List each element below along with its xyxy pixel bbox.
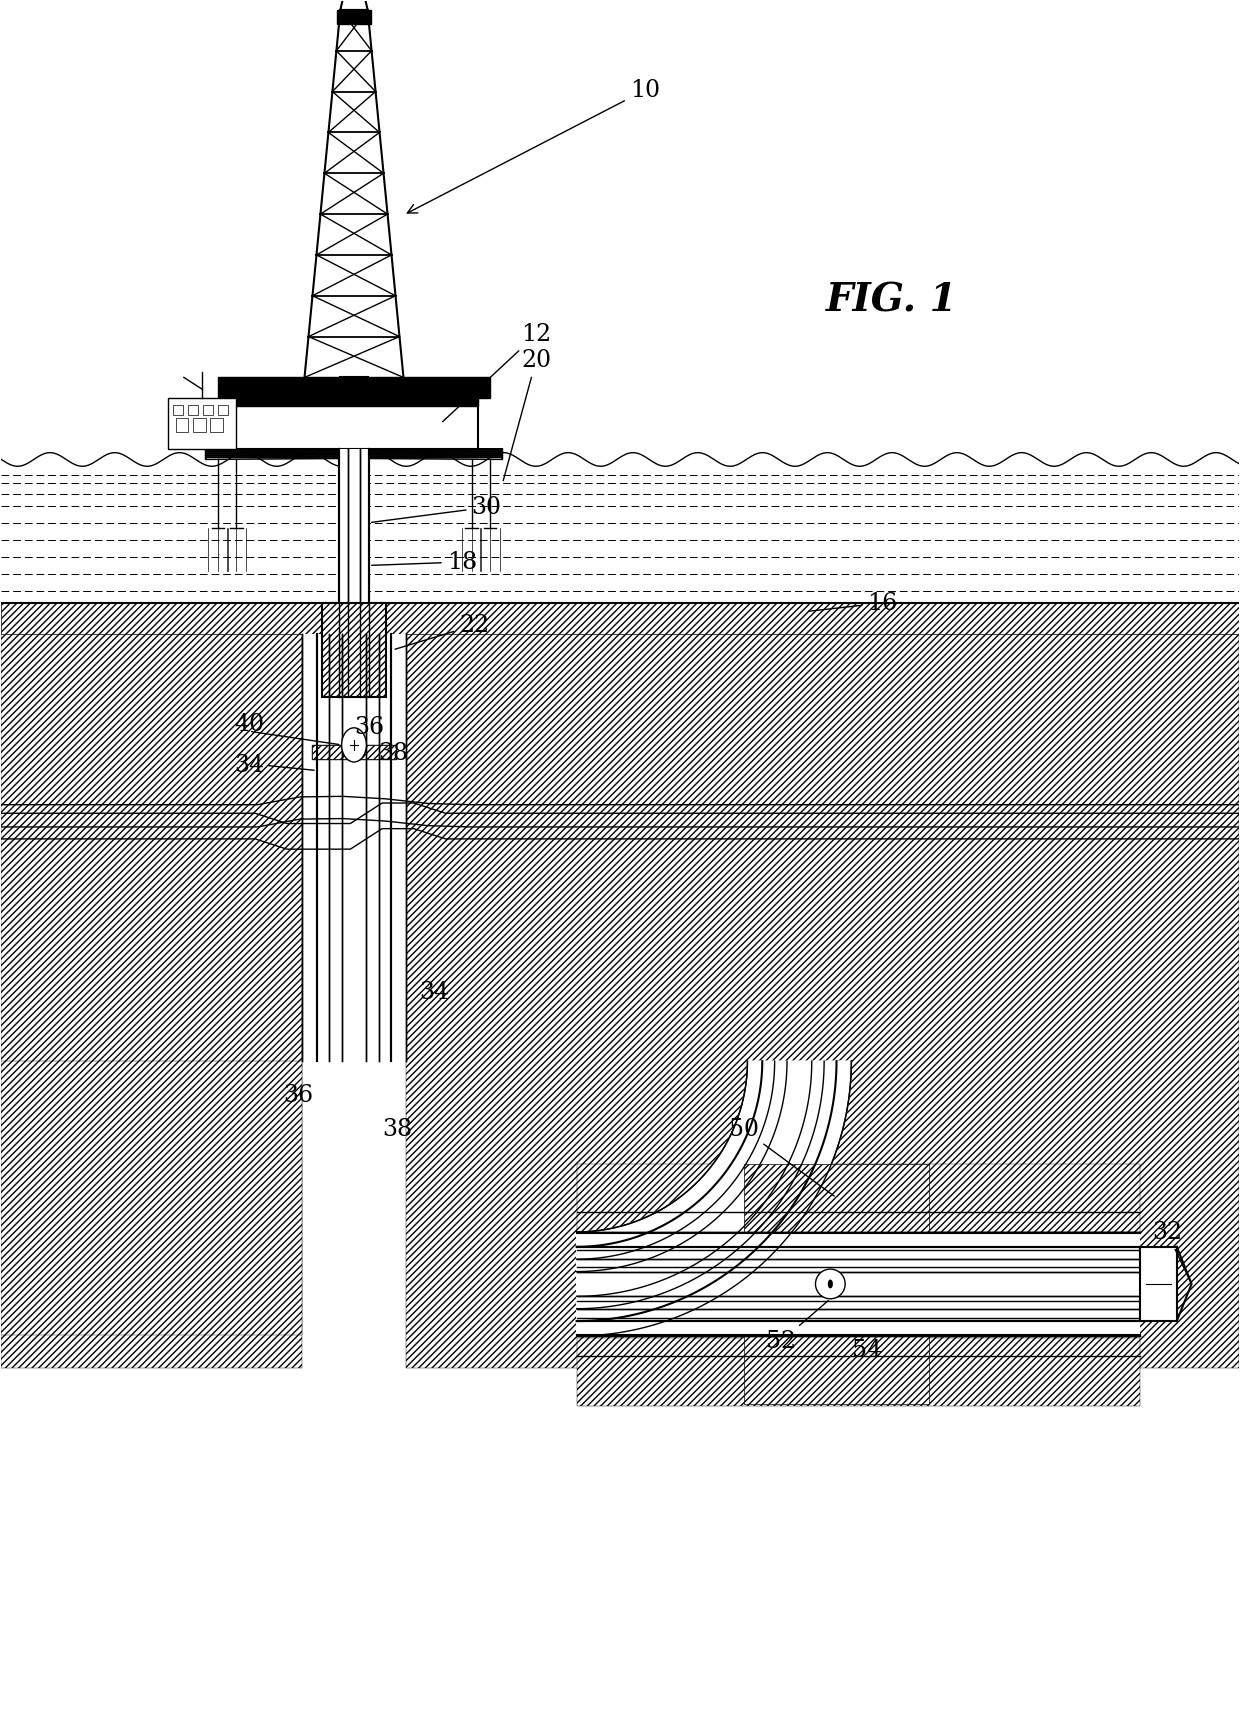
Text: 54: 54 xyxy=(852,1339,883,1361)
Bar xyxy=(218,377,490,397)
Bar xyxy=(231,397,477,449)
Bar xyxy=(1,633,303,1368)
Bar xyxy=(1140,1246,1177,1322)
Bar xyxy=(211,418,223,431)
Bar xyxy=(218,404,228,414)
Bar xyxy=(312,745,396,758)
Text: 50: 50 xyxy=(729,1118,835,1197)
Text: 20: 20 xyxy=(503,349,551,481)
Bar xyxy=(1,603,1239,633)
Text: 34: 34 xyxy=(234,753,264,777)
Bar xyxy=(577,1337,1140,1406)
Text: 34: 34 xyxy=(419,981,449,1005)
Bar xyxy=(303,633,405,1061)
Text: 40: 40 xyxy=(234,712,264,736)
Text: 36: 36 xyxy=(283,1084,314,1106)
Text: FIG. 1: FIG. 1 xyxy=(826,281,959,320)
Ellipse shape xyxy=(828,1281,832,1287)
Bar xyxy=(744,1335,929,1404)
Bar xyxy=(169,397,237,449)
Text: 12: 12 xyxy=(443,324,552,421)
Text: 52: 52 xyxy=(766,1301,828,1352)
Text: 38: 38 xyxy=(378,741,409,765)
Bar xyxy=(203,404,213,414)
Bar xyxy=(312,745,396,758)
Text: 38: 38 xyxy=(382,1118,413,1140)
Bar xyxy=(577,1233,1140,1335)
Circle shape xyxy=(342,728,366,762)
Bar xyxy=(1,1061,303,1335)
Bar xyxy=(744,1164,929,1233)
Text: 18: 18 xyxy=(372,551,477,574)
Bar xyxy=(340,449,368,603)
Text: 36: 36 xyxy=(353,716,384,740)
Text: 32: 32 xyxy=(1152,1221,1190,1282)
Bar xyxy=(231,397,477,406)
Bar xyxy=(577,1164,1140,1233)
Polygon shape xyxy=(577,1061,852,1335)
Text: 10: 10 xyxy=(407,79,660,212)
Bar xyxy=(174,404,184,414)
Text: 16: 16 xyxy=(808,592,898,615)
Bar xyxy=(188,404,198,414)
Polygon shape xyxy=(341,0,367,10)
Bar xyxy=(322,603,386,697)
Bar xyxy=(193,418,206,431)
Bar xyxy=(337,10,371,24)
Text: 30: 30 xyxy=(372,496,501,522)
Bar xyxy=(405,633,1239,1368)
Bar xyxy=(176,418,188,431)
Text: 22: 22 xyxy=(396,615,490,649)
Ellipse shape xyxy=(816,1269,846,1299)
